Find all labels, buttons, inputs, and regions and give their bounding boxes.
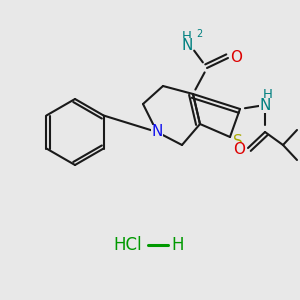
- Text: HCl: HCl: [114, 236, 142, 254]
- Text: S: S: [233, 134, 243, 148]
- Text: N: N: [181, 38, 193, 52]
- Text: H: H: [182, 29, 192, 43]
- Text: O: O: [230, 50, 242, 65]
- Text: 2: 2: [196, 29, 202, 39]
- Text: O: O: [233, 142, 245, 158]
- Text: H: H: [263, 88, 273, 101]
- Text: H: H: [172, 236, 184, 254]
- Text: N: N: [259, 98, 271, 112]
- Text: N: N: [151, 124, 163, 140]
